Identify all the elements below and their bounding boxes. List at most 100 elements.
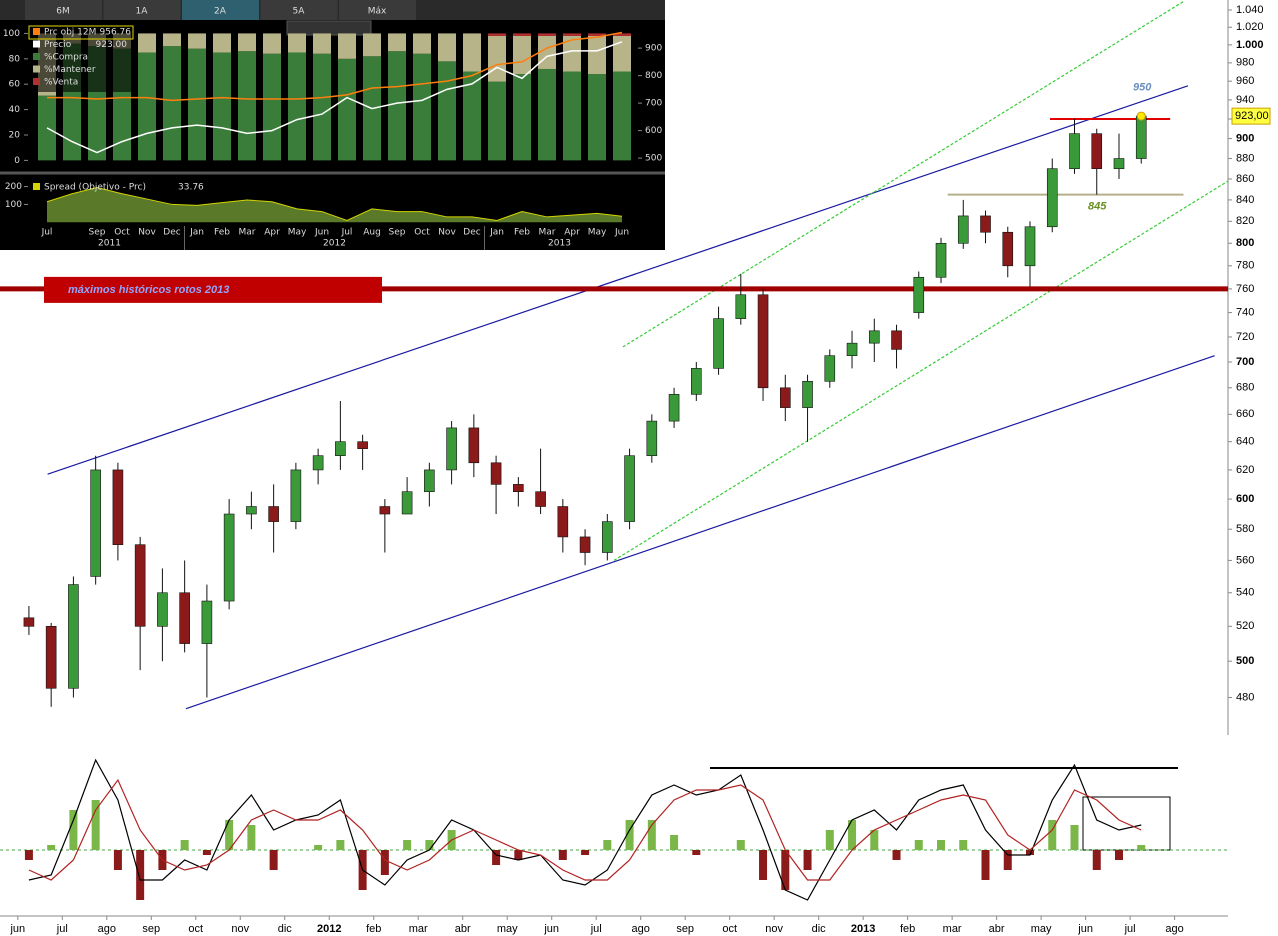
legend-swatch bbox=[33, 40, 40, 48]
candle-body bbox=[513, 484, 524, 492]
x-tick-label: abr bbox=[989, 923, 1005, 935]
y-tick-label: 940 bbox=[1236, 94, 1254, 106]
y-tick-label: 960 bbox=[1236, 75, 1254, 87]
y-tick-label: 80 bbox=[9, 54, 21, 64]
x-tick-label: mar bbox=[943, 923, 962, 935]
candle-body bbox=[401, 491, 413, 515]
candle-body bbox=[179, 592, 190, 644]
price-tag-label: 923,00 bbox=[1235, 110, 1269, 122]
x-tick-label: May bbox=[588, 228, 607, 238]
legend-value: 956.76 bbox=[100, 28, 132, 38]
tab-label[interactable]: 5A bbox=[293, 7, 306, 17]
y-tick-label: 700 bbox=[1236, 356, 1254, 368]
y-tick-label: 1.020 bbox=[1236, 21, 1264, 33]
stacked-bar bbox=[188, 33, 206, 49]
histogram-bar bbox=[225, 820, 234, 850]
x-tick-label: oct bbox=[722, 923, 737, 935]
tab-label[interactable]: 6M bbox=[56, 7, 70, 17]
oscillator-line bbox=[28, 778, 1142, 881]
stacked-bar bbox=[563, 33, 581, 36]
stacked-bar bbox=[288, 33, 306, 53]
tab-label[interactable]: 2A bbox=[214, 7, 227, 17]
histogram-bar bbox=[202, 850, 211, 855]
histogram-bar bbox=[492, 850, 501, 865]
x-tick-label: Feb bbox=[514, 228, 530, 238]
x-tick-label: Jun bbox=[614, 228, 629, 238]
candle-body bbox=[891, 330, 902, 350]
year-label: 2011 bbox=[98, 239, 121, 249]
candle-body bbox=[579, 536, 591, 553]
y-tick-label: 820 bbox=[1236, 215, 1254, 227]
x-tick-label: Oct bbox=[414, 228, 430, 238]
legend-value: 33.76 bbox=[178, 183, 204, 193]
stacked-bar bbox=[263, 53, 281, 161]
oscillator-box bbox=[1082, 796, 1171, 851]
candle-body bbox=[312, 455, 324, 471]
histogram-bar bbox=[892, 850, 901, 860]
tab[interactable] bbox=[182, 0, 259, 20]
candle-body bbox=[846, 342, 858, 356]
candle-body bbox=[201, 600, 213, 644]
tab[interactable] bbox=[103, 0, 181, 20]
x-tick-label: nov bbox=[765, 923, 783, 935]
tab-label[interactable]: Máx bbox=[368, 7, 387, 17]
legend-swatch bbox=[33, 183, 40, 190]
histogram-bar bbox=[781, 850, 790, 890]
candle-body bbox=[802, 380, 813, 408]
stacked-bar bbox=[613, 35, 631, 72]
y-tick-label: 60 bbox=[9, 80, 21, 90]
candle-body bbox=[90, 469, 101, 577]
candle-body bbox=[1046, 168, 1058, 228]
candle-body bbox=[446, 427, 457, 471]
stacked-bar bbox=[163, 46, 181, 161]
y2-tick-label: 600 bbox=[645, 126, 662, 136]
candle-body bbox=[668, 394, 680, 422]
x-tick-label: Sep bbox=[89, 228, 106, 238]
histogram-bar bbox=[603, 840, 612, 850]
histogram-bar bbox=[914, 840, 923, 850]
legend-box bbox=[28, 25, 134, 92]
y-tick-label: 860 bbox=[1236, 173, 1254, 185]
y-tick-label: 620 bbox=[1236, 464, 1254, 476]
trend-line bbox=[613, 180, 1229, 561]
level-label: 845 bbox=[1088, 201, 1107, 213]
candle-body bbox=[757, 294, 769, 389]
x-tick-label: Aug bbox=[363, 228, 381, 238]
x-tick-label: jul bbox=[1124, 923, 1136, 935]
stacked-bar bbox=[563, 71, 581, 161]
histogram-bar bbox=[581, 850, 590, 855]
tab-label[interactable]: 1A bbox=[136, 7, 149, 17]
x-tick-label: Feb bbox=[214, 228, 230, 238]
x-tick-label: Mar bbox=[539, 228, 556, 238]
tab[interactable] bbox=[25, 0, 102, 20]
x-tick-label: Jul bbox=[41, 228, 53, 238]
x-tick-label: jun bbox=[543, 923, 559, 935]
candle-body bbox=[335, 441, 346, 456]
x-tick-label: Dec bbox=[163, 228, 180, 238]
candle-body bbox=[713, 318, 724, 369]
banner-text: máximos históricos rotos 2013 bbox=[68, 284, 229, 296]
legend-label: Prc obj 12M bbox=[44, 28, 96, 38]
histogram-bar bbox=[1092, 850, 1101, 870]
candle-body bbox=[935, 242, 947, 278]
histogram-bar bbox=[403, 840, 412, 850]
year-label: 2013 bbox=[548, 239, 571, 249]
y2-tick-label: 900 bbox=[645, 44, 662, 54]
tab[interactable] bbox=[260, 0, 338, 20]
histogram-bar bbox=[1137, 845, 1146, 850]
y-tick-label: 520 bbox=[1236, 620, 1254, 632]
y-tick-label: 1.040 bbox=[1236, 4, 1264, 16]
x-tick-label: ago bbox=[1165, 923, 1183, 935]
stacked-bar bbox=[288, 52, 306, 161]
legend-swatch bbox=[33, 28, 40, 35]
y-tick-label: 1.000 bbox=[1236, 39, 1264, 51]
histogram-bar bbox=[625, 820, 634, 850]
oscillator-line bbox=[28, 758, 1142, 901]
x-tick-label: Sep bbox=[389, 228, 406, 238]
x-tick-label: jun bbox=[1077, 923, 1093, 935]
tab[interactable] bbox=[339, 0, 416, 20]
stacked-bar bbox=[163, 33, 181, 47]
stacked-bar bbox=[438, 33, 456, 62]
x-tick-label: Jun bbox=[314, 228, 329, 238]
legend-swatch bbox=[33, 78, 40, 85]
